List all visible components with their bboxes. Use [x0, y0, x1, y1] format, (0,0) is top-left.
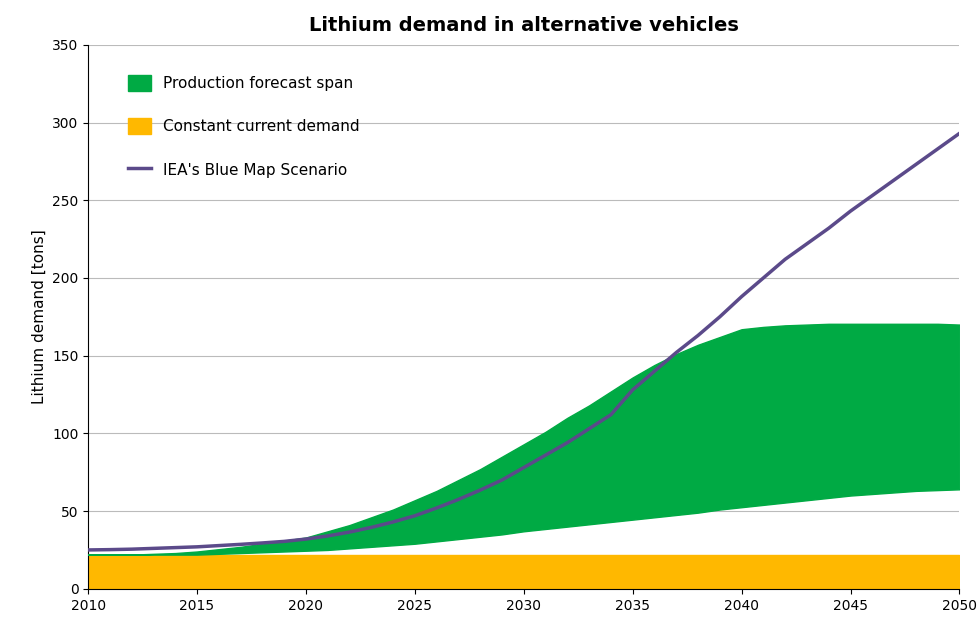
Title: Lithium demand in alternative vehicles: Lithium demand in alternative vehicles	[308, 16, 738, 35]
Legend: Production forecast span, Constant current demand, IEA's Blue Map Scenario: Production forecast span, Constant curre…	[122, 68, 366, 184]
Y-axis label: Lithium demand [tons]: Lithium demand [tons]	[31, 229, 46, 404]
